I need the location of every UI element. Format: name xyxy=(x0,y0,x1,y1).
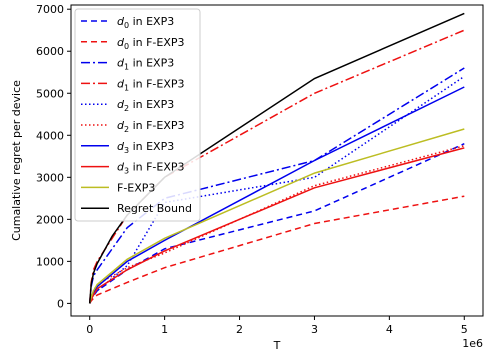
y-tick-label: 5000 xyxy=(36,87,64,100)
y-tick-label: 0 xyxy=(57,297,64,310)
y-tick-label: 2000 xyxy=(36,213,64,226)
legend-entry-label: d0 in EXP3 xyxy=(117,15,174,30)
x-tick-label: 2 xyxy=(236,323,243,336)
legend: d0 in EXP3 d0 in F-EXP3 d1 in EXP3 d1 in F-… xyxy=(74,8,201,222)
plot-frame xyxy=(70,4,484,317)
x-tick-label: 3 xyxy=(311,323,318,336)
legend-entry-label: d1 in EXP3 xyxy=(117,57,174,72)
y-tick-label: 1000 xyxy=(36,255,64,268)
y-axis-ticks: 0 1000 2000 3000 4000 5000 6000 7000 xyxy=(36,3,71,310)
series-line-9 xyxy=(88,12,465,304)
x-tick-label: 0 xyxy=(86,323,93,336)
series-line-1 xyxy=(89,195,465,304)
legend-entry-label: Regret Bound xyxy=(117,202,192,215)
x-tick-label: 1 xyxy=(161,323,168,336)
y-tick-label: 3000 xyxy=(36,171,64,184)
y-tick-label: 4000 xyxy=(36,129,64,142)
series-layer xyxy=(88,12,465,304)
x-axis-offset-label: 1e6 xyxy=(462,337,483,350)
y-axis-label: Cumalative regret per device xyxy=(10,80,23,241)
y-tick-label: 6000 xyxy=(36,45,64,58)
series-line-8 xyxy=(88,128,465,304)
legend-entry-label: d0 in F-EXP3 xyxy=(117,36,185,51)
x-axis-label: T xyxy=(273,339,281,352)
x-tick-label: 4 xyxy=(386,323,393,336)
legend-entry-label: d2 in EXP3 xyxy=(117,98,174,113)
legend-entry-label: d3 in F-EXP3 xyxy=(117,161,185,176)
legend-entry-label: d2 in F-EXP3 xyxy=(117,119,185,134)
legend-entry-label: d1 in F-EXP3 xyxy=(117,77,185,92)
legend-entry-label: F-EXP3 xyxy=(117,181,155,194)
x-tick-label: 5 xyxy=(461,323,468,336)
legend-entry-label: d3 in EXP3 xyxy=(117,140,174,155)
x-axis-ticks: 0 1 2 3 4 5 xyxy=(86,316,468,336)
y-tick-label: 7000 xyxy=(36,3,64,16)
